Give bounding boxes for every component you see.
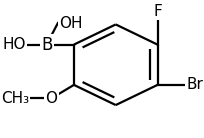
Text: CH₃: CH₃: [1, 91, 29, 106]
Text: O: O: [45, 91, 57, 106]
Text: Br: Br: [186, 77, 203, 92]
Text: B: B: [41, 36, 52, 54]
Text: OH: OH: [59, 16, 83, 31]
Text: F: F: [153, 4, 162, 19]
Text: HO: HO: [2, 37, 26, 52]
